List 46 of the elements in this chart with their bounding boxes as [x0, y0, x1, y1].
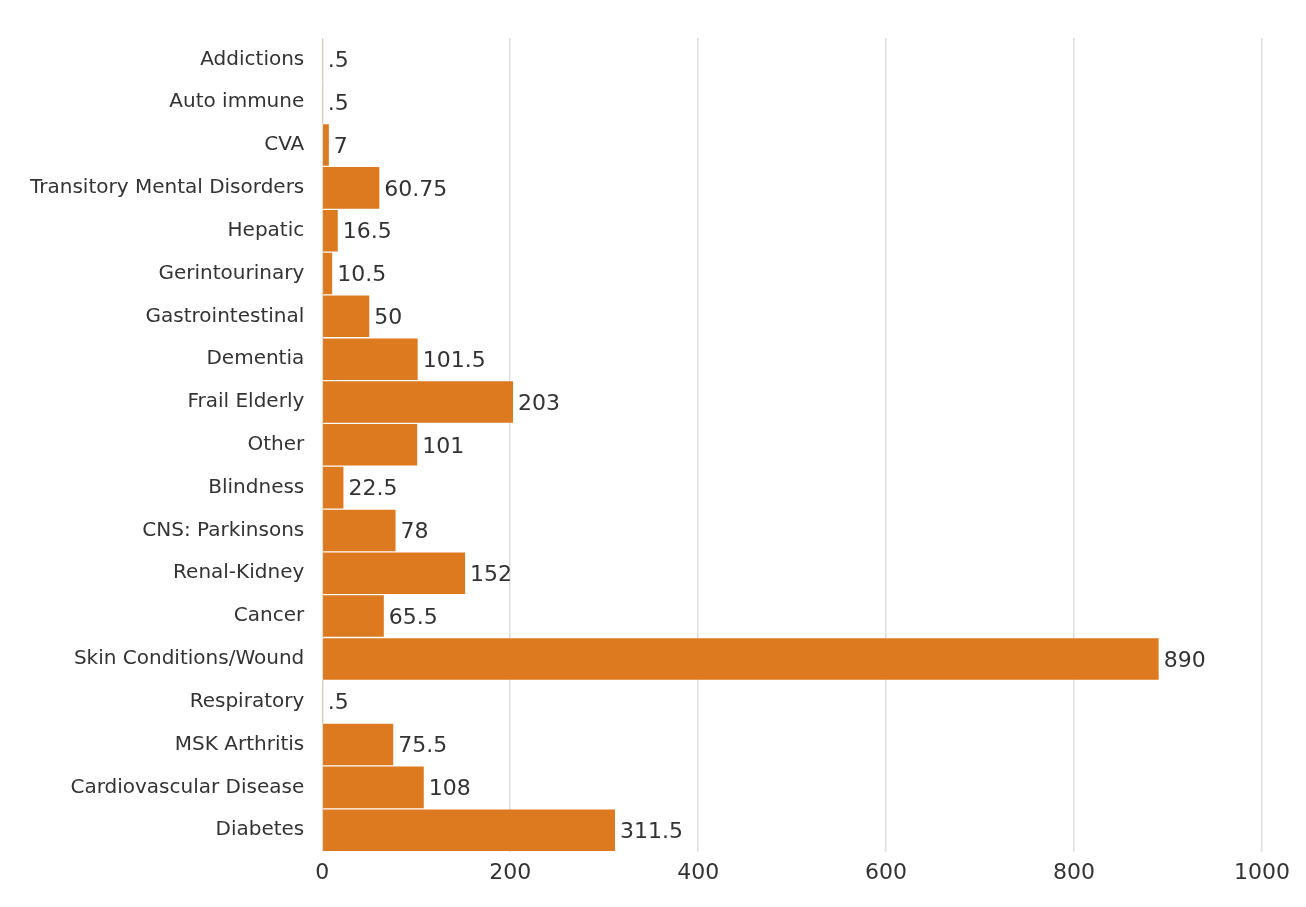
data-label: 78 — [400, 518, 429, 544]
y-tick-label: Frail Elderly — [187, 388, 305, 413]
y-tick-label: CNS: Parkinsons — [142, 516, 305, 541]
data-label: .5 — [327, 47, 349, 73]
y-tick-label: Renal-Kidney — [173, 559, 305, 584]
y-tick-label: Transitory Mental Disorders — [29, 174, 305, 199]
data-label: .5 — [327, 689, 349, 715]
y-tick-label: Cardiovascular Disease — [70, 773, 305, 798]
data-label: 10.5 — [337, 261, 387, 287]
y-tick-label: Hepatic — [227, 216, 305, 241]
y-tick-label: Respiratory — [189, 687, 305, 712]
y-tick-label: Diabetes — [215, 816, 305, 841]
data-label: 203 — [518, 389, 561, 415]
data-label: 101.5 — [422, 346, 486, 372]
y-tick-label: Addictions — [200, 45, 305, 70]
y-tick-label: CVA — [264, 131, 305, 156]
y-tick-label: Skin Conditions/Wound — [73, 645, 305, 670]
y-tick-label: Dementia — [206, 345, 305, 370]
x-tick-label: 800 — [1053, 858, 1096, 884]
data-label: 75.5 — [398, 732, 448, 758]
x-tick-label: 600 — [865, 858, 908, 884]
data-label: 65.5 — [388, 603, 438, 629]
data-label: 311.5 — [620, 817, 683, 843]
y-tick-label: Cancer — [233, 602, 306, 627]
y-tick-label: Blindness — [208, 473, 305, 498]
x-tick-label: 1000 — [1234, 858, 1291, 884]
y-tick-label: Auto immune — [169, 88, 305, 113]
y-tick-label: Gastrointestinal — [145, 302, 305, 327]
data-label: .5 — [327, 89, 349, 115]
bar — [323, 723, 394, 766]
data-label: 60.75 — [384, 175, 448, 201]
data-label: 22.5 — [348, 475, 398, 501]
data-label: 152 — [470, 560, 513, 586]
data-label: 108 — [428, 775, 471, 801]
y-tick-label: MSK Arthritis — [174, 730, 305, 755]
data-label: 890 — [1163, 646, 1206, 672]
data-label: 50 — [374, 304, 403, 330]
data-label: 16.5 — [342, 218, 392, 244]
y-tick-label: Other — [247, 431, 306, 455]
x-tick-label: 200 — [489, 858, 532, 884]
x-tick-label: 400 — [677, 858, 720, 884]
bar — [323, 252, 333, 295]
y-tick-label: Gerintourinary — [158, 259, 305, 284]
data-label: 7 — [333, 132, 348, 158]
x-tick-label: 0 — [315, 858, 330, 884]
data-label: 101 — [422, 432, 465, 458]
